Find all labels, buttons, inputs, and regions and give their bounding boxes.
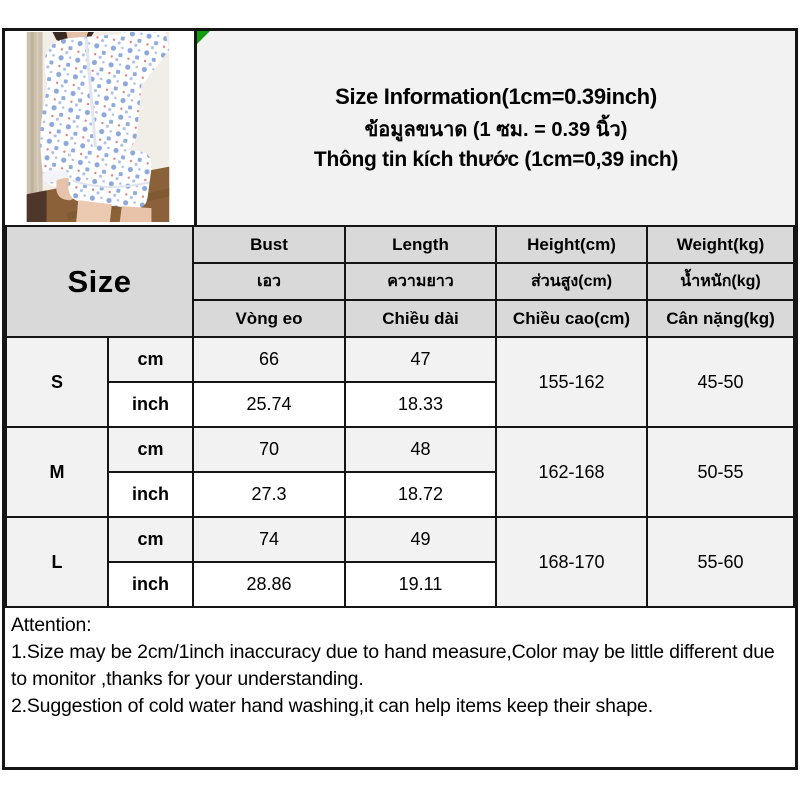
size-label-s: S — [5, 336, 109, 428]
attention-note-2: 2.Suggestion of cold water hand washing,… — [11, 695, 653, 717]
size-label-m: M — [5, 426, 109, 518]
unit-label-inch: inch — [107, 471, 194, 518]
cell-s-height: 155-162 — [495, 336, 648, 428]
col-header-length-vi: Chiều dài — [344, 299, 497, 338]
unit-label-cm: cm — [107, 516, 194, 563]
size-chart-panel: Size Information(1cm=0.39inch) ข้อมูลขนา… — [2, 28, 798, 770]
cell-l-bust-inch: 28.86 — [192, 561, 346, 608]
top-section: Size Information(1cm=0.39inch) ข้อมูลขนา… — [5, 31, 795, 225]
title-english: Size Information(1cm=0.39inch) — [335, 84, 657, 109]
title-vietnamese: Thông tin kích thước (1cm=0,39 inch) — [313, 148, 679, 171]
col-header-bust-th: เอว — [192, 262, 346, 301]
size-table: Size Bust Length Height(cm) Weight(kg) เ… — [5, 225, 795, 608]
table-row-m-inch: inch 27.3 18.72 — [6, 471, 794, 518]
size-label-l: L — [5, 516, 109, 608]
attention-note-1: 1.Size may be 2cm/1inch inaccuracy due t… — [11, 641, 775, 690]
col-header-bust-vi: Vòng eo — [192, 299, 346, 338]
col-header-weight-en: Weight(kg) — [646, 225, 795, 264]
cell-s-weight: 45-50 — [646, 336, 795, 428]
product-photo-cell — [5, 31, 197, 225]
cell-s-bust-inch: 25.74 — [192, 381, 346, 428]
col-header-height-th: ส่วนสูง(cm) — [495, 262, 648, 301]
col-header-height-en: Height(cm) — [495, 225, 648, 264]
cell-m-length-inch: 18.72 — [344, 471, 497, 518]
cell-l-length-cm: 49 — [344, 516, 497, 563]
cell-s-length-cm: 47 — [344, 336, 497, 383]
green-corner-marker-icon — [197, 31, 210, 44]
cell-m-weight: 50-55 — [646, 426, 795, 518]
table-row-m-cm: M cm 70 48 162-168 50-55 — [5, 426, 795, 518]
col-header-length-en: Length — [344, 225, 497, 264]
product-photo — [26, 32, 170, 222]
cell-m-bust-inch: 27.3 — [192, 471, 346, 518]
table-row-s-cm: S cm 66 47 155-162 45-50 — [5, 336, 795, 428]
table-row-s-inch: inch 25.74 18.33 — [6, 381, 794, 428]
cell-m-length-cm: 48 — [344, 426, 497, 473]
col-header-weight-th: น้ำหนัก(kg) — [646, 262, 795, 301]
col-header-length-th: ความยาว — [344, 262, 497, 301]
cell-l-length-inch: 19.11 — [344, 561, 497, 608]
attention-section: Attention: 1.Size may be 2cm/1inch inacc… — [5, 608, 795, 767]
cell-l-height: 168-170 — [495, 516, 648, 608]
col-header-weight-vi: Cân nặng(kg) — [646, 299, 795, 338]
attention-heading: Attention: — [11, 614, 92, 636]
cell-m-height: 162-168 — [495, 426, 648, 518]
cell-l-bust-cm: 74 — [192, 516, 346, 563]
unit-label-inch: inch — [107, 561, 194, 608]
title-thai: ข้อมูลขนาด (1 ซม. = 0.39 นิ้ว) — [364, 119, 628, 141]
cell-s-length-inch: 18.33 — [344, 381, 497, 428]
title-cell: Size Information(1cm=0.39inch) ข้อมูลขนา… — [197, 31, 795, 225]
cell-l-weight: 55-60 — [646, 516, 795, 608]
cell-s-bust-cm: 66 — [192, 336, 346, 383]
table-row-l-cm: L cm 74 49 168-170 55-60 — [5, 516, 795, 608]
unit-label-cm: cm — [107, 336, 194, 383]
cell-m-bust-cm: 70 — [192, 426, 346, 473]
unit-label-cm: cm — [107, 426, 194, 473]
size-corner-label: Size — [5, 225, 194, 338]
table-row-l-inch: inch 28.86 19.11 — [6, 561, 794, 608]
col-header-height-vi: Chiều cao(cm) — [495, 299, 648, 338]
col-header-bust-en: Bust — [192, 225, 346, 264]
unit-label-inch: inch — [107, 381, 194, 428]
